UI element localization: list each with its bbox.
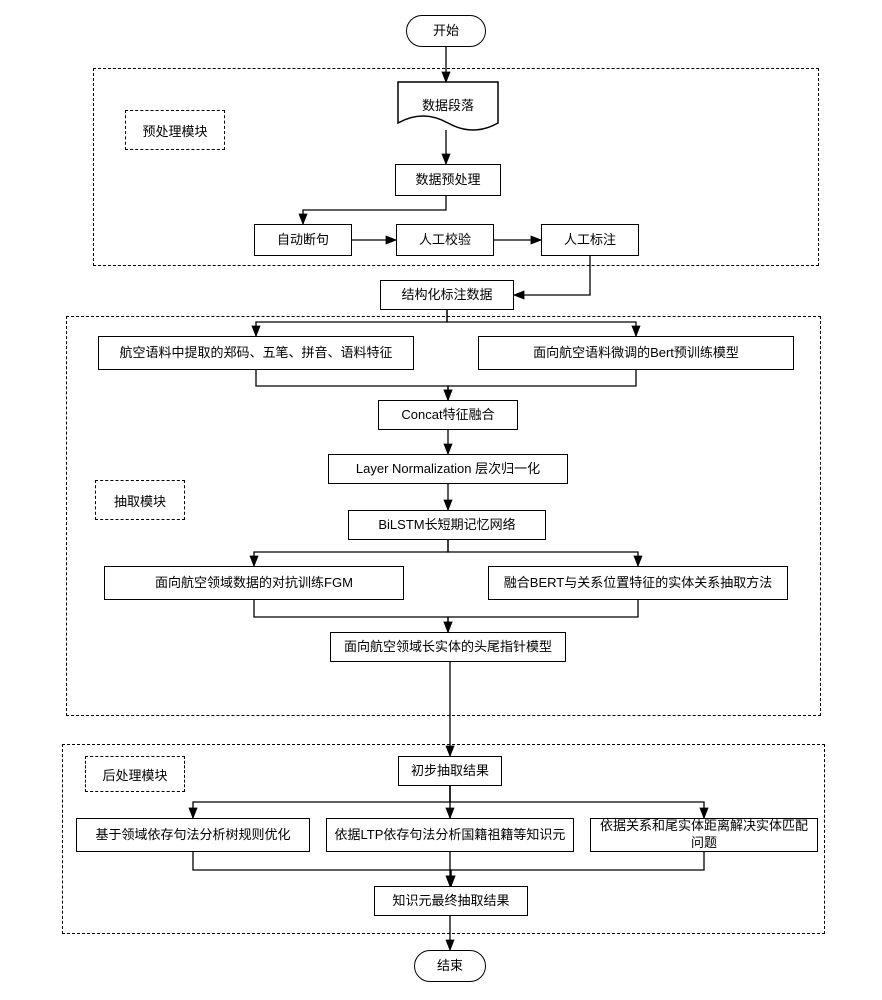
end-node: 结束 — [414, 950, 486, 982]
feature-left-node: 航空语料中提取的郑码、五笔、拼音、语料特征 — [98, 336, 414, 370]
node-label: 开始 — [433, 23, 459, 40]
rule-mid-node: 依据LTP依存句法分析国籍祖籍等知识元 — [326, 818, 574, 852]
node-label: 面向航空领域数据的对抗训练FGM — [155, 575, 353, 592]
node-label: BiLSTM长短期记忆网络 — [378, 517, 515, 534]
rule-right-node: 依据关系和尾实体距离解决实体匹配问题 — [590, 818, 818, 852]
structured-data-node: 结构化标注数据 — [380, 280, 514, 310]
node-label: 基于领域依存句法分析树规则优化 — [95, 827, 290, 844]
node-label: 依据关系和尾实体距离解决实体匹配问题 — [597, 818, 811, 852]
module-label-text: 后处理模块 — [102, 765, 167, 784]
node-label: Layer Normalization 层次归一化 — [356, 461, 540, 478]
auto-sentence-node: 自动断句 — [254, 224, 352, 256]
node-label: 数据预处理 — [415, 172, 480, 189]
relation-extract-node: 融合BERT与关系位置特征的实体关系抽取方法 — [488, 566, 788, 600]
fgm-node: 面向航空领域数据的对抗训练FGM — [104, 566, 404, 600]
concat-node: Concat特征融合 — [378, 400, 518, 430]
manual-check-node: 人工校验 — [396, 224, 494, 256]
node-label: 结束 — [437, 958, 463, 975]
data-preprocess-node: 数据预处理 — [395, 164, 501, 196]
feature-right-node: 面向航空语料微调的Bert预训练模型 — [478, 336, 794, 370]
node-label: 自动断句 — [277, 232, 329, 249]
rule-left-node: 基于领域依存句法分析树规则优化 — [76, 818, 310, 852]
node-label: 数据段落 — [422, 98, 474, 115]
final-result-node: 知识元最终抽取结果 — [374, 886, 528, 916]
start-node: 开始 — [406, 15, 486, 47]
node-label: 航空语料中提取的郑码、五笔、拼音、语料特征 — [119, 345, 392, 362]
node-label: 依据LTP依存句法分析国籍祖籍等知识元 — [335, 827, 566, 844]
node-label: 知识元最终抽取结果 — [392, 893, 509, 910]
pointer-model-node: 面向航空领域长实体的头尾指针模型 — [330, 632, 566, 662]
data-segment-node: 数据段落 — [398, 82, 498, 130]
layernorm-node: Layer Normalization 层次归一化 — [328, 454, 568, 484]
node-label: 面向航空语料微调的Bert预训练模型 — [533, 345, 739, 362]
node-label: 结构化标注数据 — [401, 287, 492, 304]
node-label: Concat特征融合 — [401, 407, 494, 424]
module-label-text: 预处理模块 — [142, 121, 207, 140]
module-label-postprocess: 后处理模块 — [85, 756, 185, 792]
node-label: 融合BERT与关系位置特征的实体关系抽取方法 — [504, 575, 772, 592]
node-label: 人工标注 — [564, 232, 616, 249]
module-label-extract: 抽取模块 — [95, 480, 185, 520]
module-label-text: 抽取模块 — [114, 491, 166, 510]
bilstm-node: BiLSTM长短期记忆网络 — [348, 510, 546, 540]
node-label: 人工校验 — [419, 232, 471, 249]
node-label: 面向航空领域长实体的头尾指针模型 — [344, 639, 552, 656]
prelim-result-node: 初步抽取结果 — [398, 756, 502, 786]
node-label: 初步抽取结果 — [411, 763, 489, 780]
module-label-preprocess: 预处理模块 — [125, 110, 225, 150]
manual-annotate-node: 人工标注 — [541, 224, 639, 256]
